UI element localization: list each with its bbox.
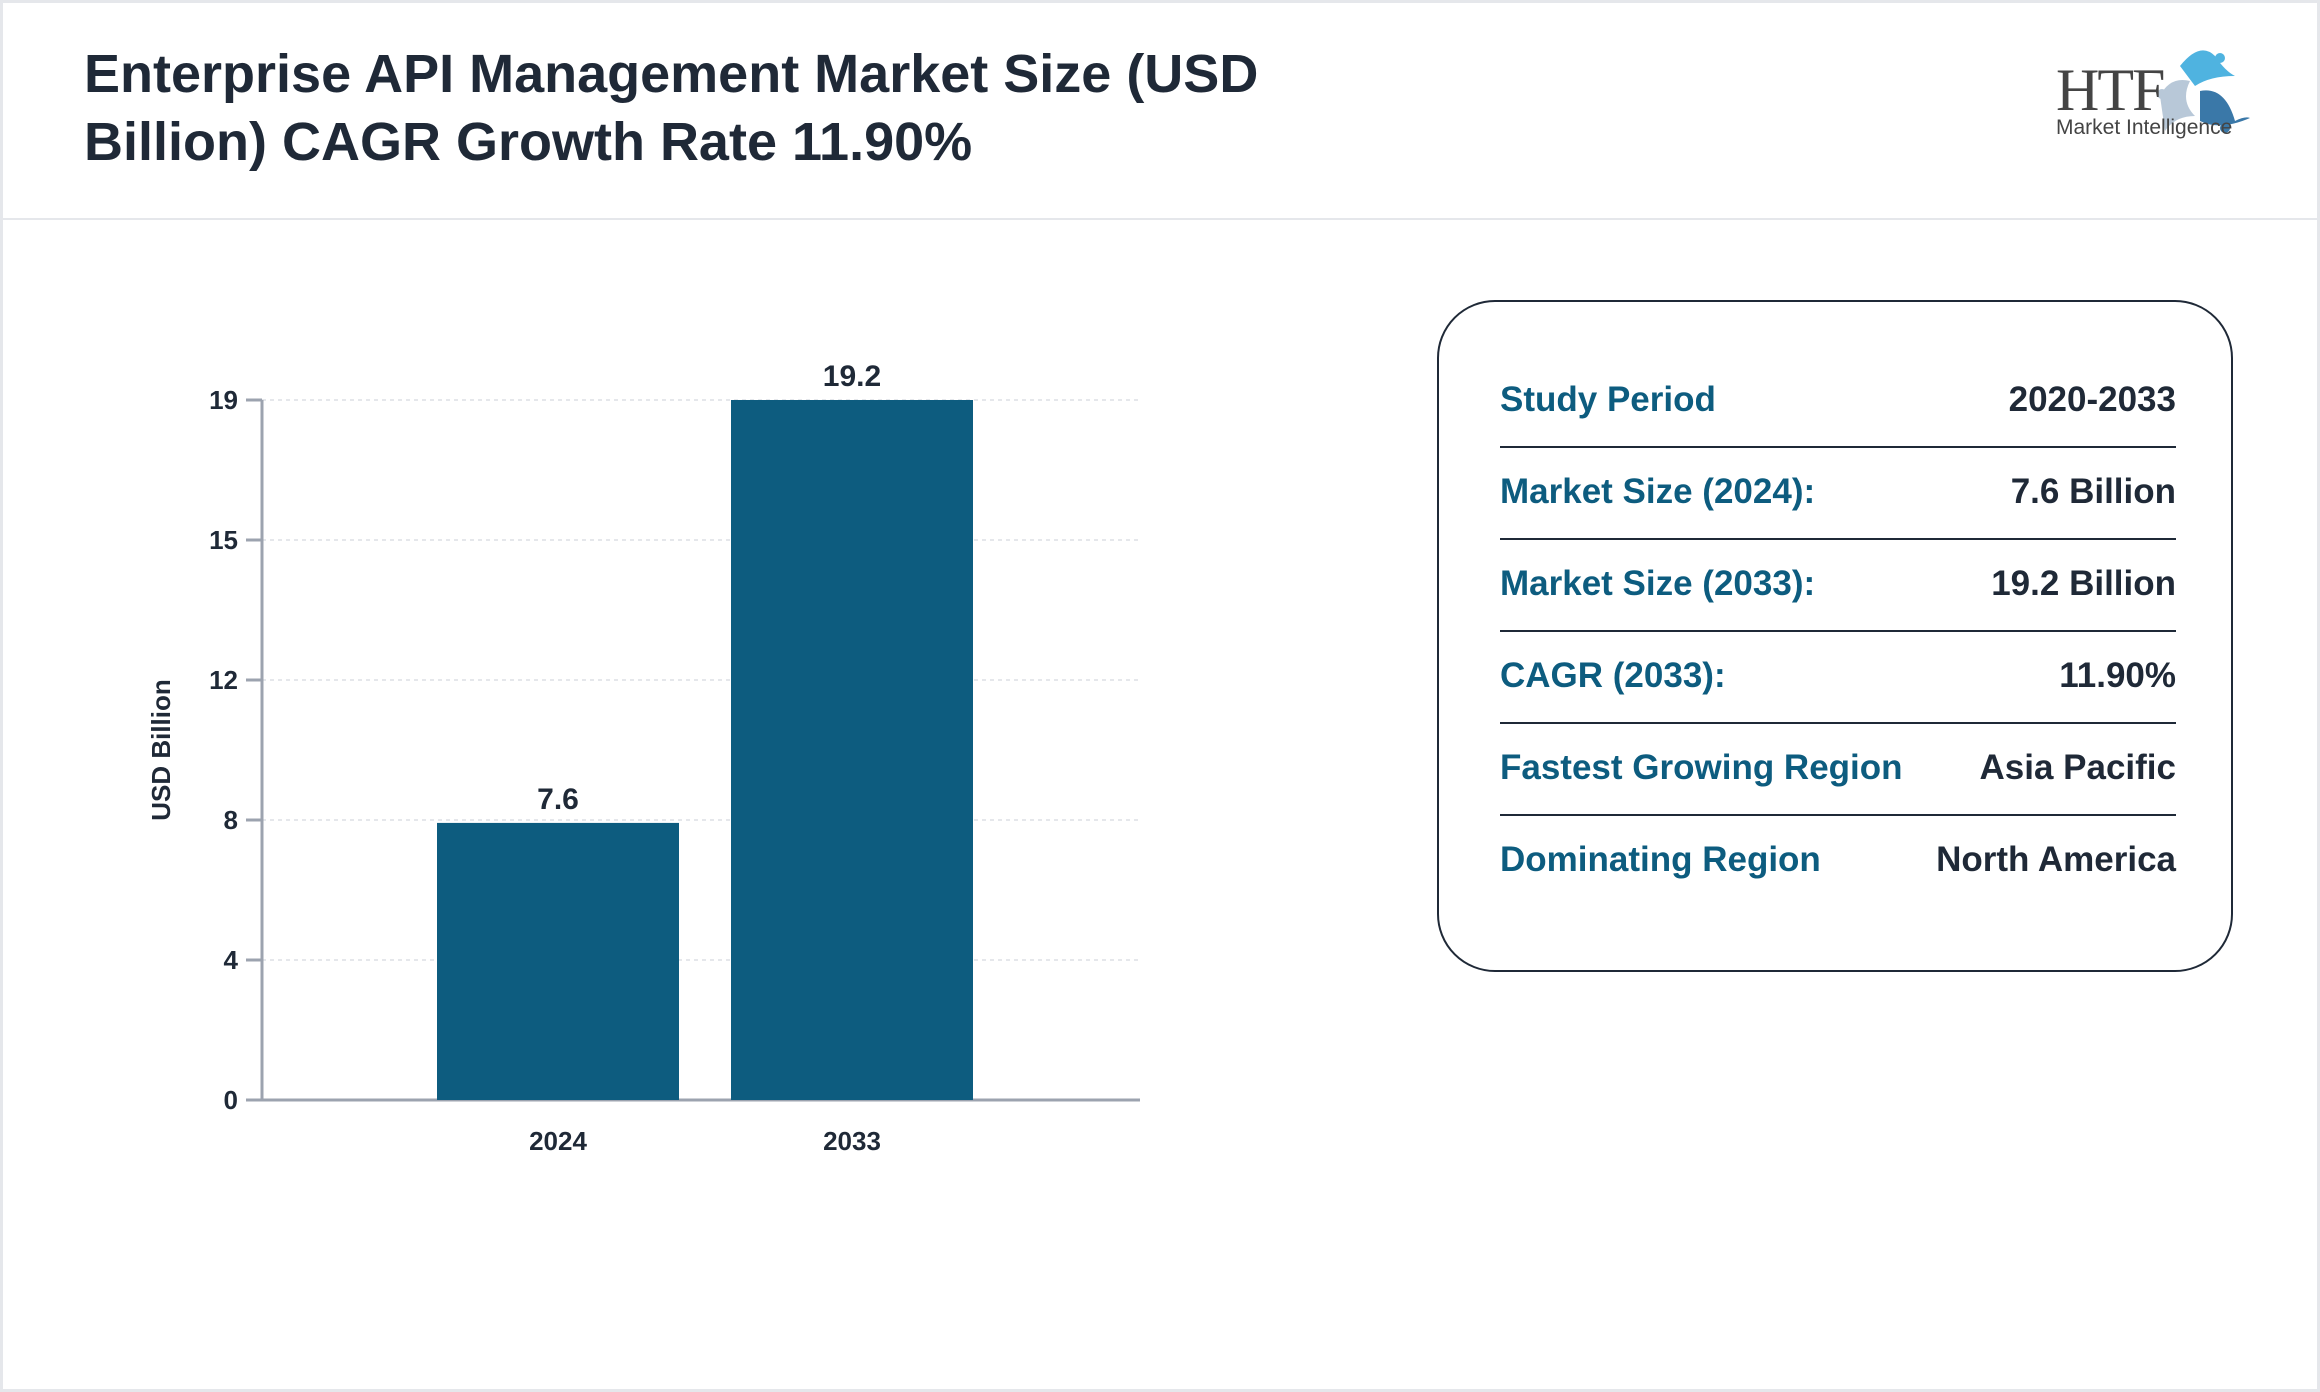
y-axis-label: USD Billion (146, 679, 176, 821)
summary-row: Study Period 2020-2033 (1500, 354, 2176, 448)
summary-row: Dominating Region North America (1500, 814, 2176, 906)
bar (731, 400, 973, 1100)
data-label: 7.6 (537, 783, 579, 816)
y-tick-label: 12 (209, 665, 238, 695)
logo-subtext: Market Intelligence (2056, 116, 2233, 139)
summary-row: Fastest Growing Region Asia Pacific (1500, 722, 2176, 816)
summary-card: Study Period 2020-2033 Market Size (2024):… (1437, 300, 2233, 972)
header: Enterprise API Management Market Size (U… (0, 0, 2320, 220)
summary-row: Market Size (2024): 7.6 Billion (1500, 446, 2176, 540)
y-tick-label: 0 (224, 1085, 238, 1115)
bar-chart: 0 4 8 12 15 19 USD Billion 7.6 2024 19.2 2033 (146, 360, 1140, 1156)
x-tick-label: 2033 (823, 1126, 881, 1156)
y-tick-label: 4 (224, 945, 239, 975)
summary-value: 7.6 Billion (2010, 472, 2176, 511)
summary-value: North America (1936, 840, 2176, 879)
summary-value: 2020-2033 (2008, 380, 2176, 419)
summary-label: Study Period (1500, 380, 1716, 419)
summary-label: CAGR (2033): (1500, 656, 1726, 695)
summary-value: 11.90% (2059, 656, 2176, 695)
summary-label: Dominating Region (1500, 840, 1821, 879)
logo-text: HTF (2056, 57, 2165, 123)
y-tick-label: 19 (209, 385, 238, 415)
page-title: Enterprise API Management Market Size (U… (84, 44, 1259, 172)
data-label: 19.2 (823, 360, 881, 393)
summary-value: Asia Pacific (1979, 748, 2177, 787)
summary-label: Market Size (2033): (1500, 564, 1816, 603)
summary-label: Market Size (2024): (1500, 472, 1816, 511)
htf-logo: HTF Market Intelligence (2050, 36, 2250, 146)
y-tick-label: 15 (209, 525, 238, 555)
bar (437, 822, 679, 1100)
x-tick-label: 2024 (529, 1126, 587, 1156)
summary-row: CAGR (2033): 11.90% (1500, 630, 2176, 724)
y-tick-label: 8 (224, 805, 238, 835)
logo-swirl-icon (2157, 50, 2250, 133)
summary-row: Market Size (2033): 19.2 Billion (1500, 538, 2176, 632)
summary-label: Fastest Growing Region (1500, 748, 1903, 787)
summary-value: 19.2 Billion (1991, 564, 2176, 603)
